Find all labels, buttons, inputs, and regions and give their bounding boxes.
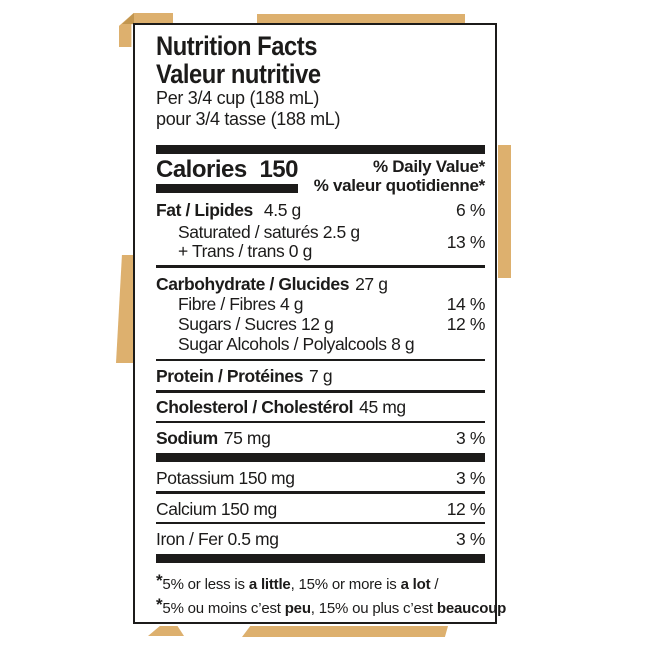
separator-heavy-bottom	[156, 554, 485, 563]
fat-daily-value: 6 %	[456, 200, 485, 220]
calcium-daily-value: 12 %	[446, 498, 486, 519]
package-bottom-stripe	[242, 626, 448, 637]
row-calcium: Calcium 150 mg 12 %	[156, 498, 486, 519]
sodium-daily-value: 3 %	[456, 428, 485, 448]
potassium-daily-value: 3 %	[456, 468, 485, 488]
sodium-name: Sodium	[156, 428, 218, 448]
sugars-line: Sugars / Sucres 12 g	[178, 313, 334, 334]
saturated-trans-daily-value: 13 %	[446, 231, 486, 252]
calcium-line: Calcium 150 mg	[156, 498, 277, 519]
package-right-stripe	[498, 145, 511, 278]
row-protein: Protein / Protéines 7 g	[156, 367, 485, 386]
cholesterol-name: Cholesterol / Cholestérol	[156, 396, 354, 417]
fat-amount: 4.5 g	[263, 200, 301, 220]
package-left-stripe	[116, 255, 134, 363]
row-saturated-trans: Saturated / saturés 2.5 g + Trans / tran…	[156, 223, 485, 261]
calories-value: 150	[259, 156, 298, 183]
package-bottom-tab	[148, 626, 184, 636]
serving-size-french: pour 3/4 tasse (188 mL)	[156, 109, 341, 129]
footnote-english: *5% or less is a little, 15% or more is …	[156, 571, 439, 593]
separator-thin	[156, 358, 485, 361]
fibre-line: Fibre / Fibres 4 g	[178, 293, 304, 314]
carbohydrate-amount: 27 g	[355, 273, 388, 294]
row-cholesterol: Cholesterol / Cholestérol 45 mg	[156, 396, 485, 417]
carbohydrate-name: Carbohydrate / Glucides	[156, 273, 350, 294]
title-english: Nutrition Facts	[156, 31, 318, 61]
row-potassium: Potassium 150 mg 3 %	[156, 469, 485, 488]
potassium-line: Potassium 150 mg	[156, 468, 295, 488]
footnote-asterisk: *	[156, 571, 163, 590]
calories-section: Calories 150 % Daily Value* % valeur quot…	[156, 157, 485, 195]
package-corner-fold	[122, 13, 134, 24]
row-carbohydrate: Carbohydrate / Glucides 27 g	[156, 273, 485, 294]
separator-heavy-middle	[156, 453, 485, 462]
package-top-stripe	[257, 14, 465, 25]
nutrition-facts-panel: Nutrition Facts Valeur nutritive Per 3/4…	[133, 23, 507, 624]
sodium-amount: 75 mg	[223, 428, 271, 448]
row-fibre: Fibre / Fibres 4 g 14 %	[156, 294, 485, 314]
row-iron: Iron / Fer 0.5 mg 3 %	[156, 530, 485, 549]
fat-name: Fat / Lipides	[156, 200, 253, 220]
calories-label: Calories	[156, 156, 247, 183]
daily-value-header: % Daily Value* % valeur quotidienne*	[313, 157, 486, 195]
separator-thin	[156, 265, 485, 268]
sugars-daily-value: 12 %	[446, 313, 486, 334]
separator-thin	[156, 420, 485, 423]
protein-name: Protein / Protéines	[156, 366, 304, 386]
row-sodium: Sodium 75 mg 3 %	[156, 429, 485, 448]
footnote-french: *5% ou moins c’est peu, 15% ou plus c’es…	[156, 595, 507, 617]
calories-block: Calories 150	[156, 157, 298, 195]
iron-daily-value: 3 %	[456, 529, 485, 549]
daily-value-header-french: % valeur quotidienne*	[313, 176, 486, 195]
row-fat: Fat / Lipides 4.5 g 6 %	[156, 201, 485, 220]
fibre-daily-value: 14 %	[446, 293, 486, 314]
trans-fat-line: + Trans / trans 0 g	[178, 241, 312, 261]
separator-thin	[156, 521, 485, 524]
iron-line: Iron / Fer 0.5 mg	[156, 529, 279, 549]
serving-size-english: Per 3/4 cup (188 mL)	[156, 88, 320, 108]
row-sugars: Sugars / Sucres 12 g 12 %	[156, 314, 485, 334]
protein-amount: 7 g	[309, 366, 333, 386]
calories-line: Calories 150	[156, 157, 298, 182]
calories-underline	[156, 184, 298, 193]
separator-heavy-top	[156, 145, 485, 154]
cholesterol-amount: 45 mg	[359, 396, 406, 417]
title-french: Valeur nutritive	[156, 59, 321, 89]
row-sugar-alcohols: Sugar Alcohols / Polyalcools 8 g	[156, 334, 485, 354]
daily-value-header-english: % Daily Value*	[372, 157, 485, 176]
footnote-asterisk: *	[156, 595, 163, 614]
separator-thin	[156, 491, 485, 494]
separator-thin	[156, 390, 485, 393]
sugar-alcohols-line: Sugar Alcohols / Polyalcools 8 g	[178, 333, 415, 354]
saturated-fat-line: Saturated / saturés 2.5 g	[178, 222, 360, 242]
